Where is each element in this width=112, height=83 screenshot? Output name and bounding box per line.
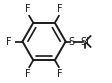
Text: Si: Si bbox=[80, 37, 89, 46]
Text: F: F bbox=[25, 69, 31, 79]
Text: F: F bbox=[57, 69, 62, 79]
Text: S: S bbox=[68, 37, 74, 46]
Text: F: F bbox=[57, 4, 62, 14]
Text: F: F bbox=[6, 37, 12, 46]
Text: F: F bbox=[25, 4, 31, 14]
